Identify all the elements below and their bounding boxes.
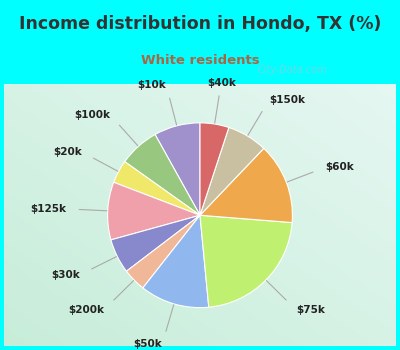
Text: $75k: $75k	[296, 304, 325, 315]
Wedge shape	[200, 127, 264, 215]
Text: $50k: $50k	[133, 339, 162, 349]
Text: City-Data.com: City-Data.com	[258, 65, 327, 75]
Wedge shape	[200, 123, 229, 215]
Wedge shape	[111, 215, 200, 271]
Text: Income distribution in Hondo, TX (%): Income distribution in Hondo, TX (%)	[19, 14, 381, 33]
Wedge shape	[108, 182, 200, 240]
Wedge shape	[200, 215, 292, 307]
Text: $10k: $10k	[138, 80, 166, 90]
Text: $125k: $125k	[30, 204, 66, 214]
Wedge shape	[114, 162, 200, 215]
Text: $40k: $40k	[207, 78, 236, 88]
Wedge shape	[126, 215, 200, 288]
Wedge shape	[143, 215, 209, 308]
Text: $100k: $100k	[74, 110, 110, 120]
Text: $200k: $200k	[68, 304, 104, 315]
Text: $60k: $60k	[326, 162, 354, 172]
Wedge shape	[200, 148, 292, 223]
Text: White residents: White residents	[141, 54, 259, 67]
Text: $150k: $150k	[269, 95, 305, 105]
Text: $30k: $30k	[51, 270, 80, 280]
Text: $20k: $20k	[53, 147, 82, 157]
Wedge shape	[125, 134, 200, 215]
Wedge shape	[155, 123, 200, 215]
